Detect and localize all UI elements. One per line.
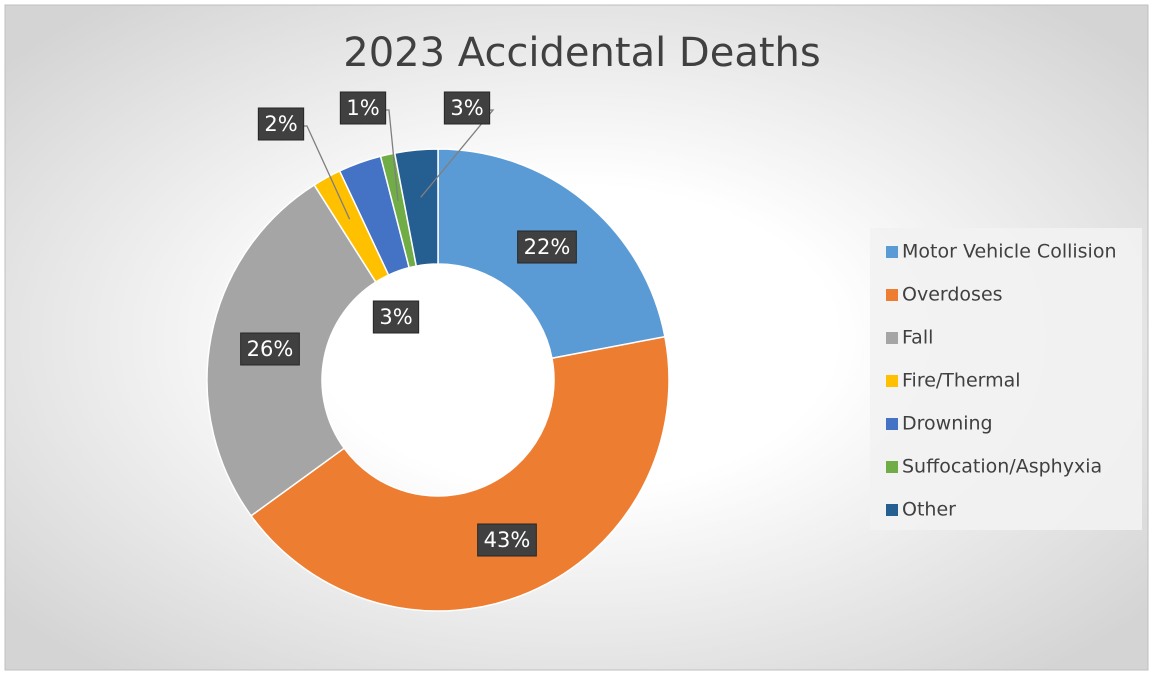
legend-label: Other [902,499,956,521]
legend-label: Drowning [902,413,993,435]
data-label-box [443,91,491,125]
data-label: 3% [379,305,412,329]
data-label-box [257,107,305,141]
legend-swatch [886,375,898,387]
data-label-box [372,300,420,334]
legend-swatch [886,461,898,473]
legend-label: Fall [902,327,933,349]
data-label: 22% [524,235,571,259]
leader-line [303,125,351,220]
legend-label: Motor Vehicle Collision [902,241,1117,263]
leader-line [385,109,399,201]
data-label-box [240,332,300,366]
donut-slice [250,335,670,612]
data-label: 2% [264,112,297,136]
legend-swatch [886,289,898,301]
legend-label: Suffocation/Asphyxia [902,456,1102,478]
data-label: 3% [450,96,483,120]
data-label-box [339,91,387,125]
data-label-box [517,230,577,264]
data-label: 1% [346,96,379,120]
legend-swatch [886,418,898,430]
data-label: 43% [484,528,531,552]
donut-slice [393,148,439,267]
chart-title: 2023 Accidental Deaths [343,30,820,76]
legend-box [870,228,1142,530]
legend-swatch [886,504,898,516]
data-label: 26% [247,337,294,361]
data-label-box [477,523,537,557]
legend-swatch [886,246,898,258]
legend-label: Fire/Thermal [902,370,1021,392]
legend-label: Overdoses [902,284,1003,306]
leader-line [420,109,495,198]
legend-swatch [886,332,898,344]
